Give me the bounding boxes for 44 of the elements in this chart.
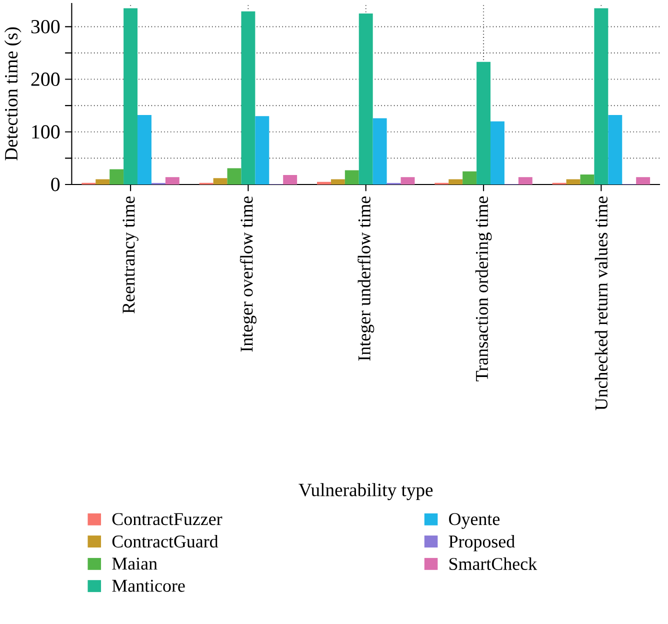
legend-label: Manticore bbox=[112, 580, 185, 592]
bar bbox=[518, 177, 532, 184]
bar bbox=[165, 177, 180, 184]
legend-label: Oyente bbox=[449, 512, 500, 529]
bar bbox=[566, 179, 580, 184]
legend-label: Proposed bbox=[448, 534, 515, 552]
x-tick-label: Integer underflow time bbox=[358, 196, 374, 361]
bar bbox=[358, 13, 373, 184]
bar bbox=[344, 170, 359, 184]
legend-label: Maian bbox=[112, 558, 158, 570]
y-tick-label: 200 bbox=[31, 72, 60, 86]
bar bbox=[124, 8, 138, 184]
bar bbox=[317, 182, 331, 184]
bar bbox=[476, 62, 491, 184]
bar bbox=[636, 177, 650, 184]
y-axis-title: Detection time (s) bbox=[4, 27, 22, 160]
bar bbox=[110, 169, 124, 184]
y-tick-label: 100 bbox=[32, 125, 60, 138]
y-tick-label: 300 bbox=[31, 20, 60, 34]
bar bbox=[283, 174, 298, 184]
y-tick-label: 0 bbox=[51, 178, 60, 192]
bar bbox=[138, 114, 152, 184]
bar bbox=[462, 171, 477, 184]
legend-label: ContractFuzzer bbox=[112, 512, 222, 526]
x-tick-label: Reentrancy time bbox=[122, 196, 138, 314]
bar bbox=[96, 179, 110, 184]
x-axis-title: Vulnerability type bbox=[298, 483, 433, 500]
x-tick-label: Unchecked return values time bbox=[594, 196, 608, 410]
legend-label: SmartCheck bbox=[450, 557, 538, 570]
x-tick-label: Transaction ordering time bbox=[475, 196, 492, 382]
bar bbox=[213, 178, 228, 184]
bar bbox=[490, 121, 504, 184]
bar bbox=[241, 11, 256, 184]
bar bbox=[580, 174, 594, 184]
bar bbox=[227, 168, 242, 184]
legend-label: ContractGuard bbox=[112, 534, 218, 548]
x-tick-label: Integer overflow time bbox=[240, 196, 256, 352]
bar bbox=[330, 179, 345, 184]
bar bbox=[608, 114, 622, 184]
bar bbox=[372, 118, 387, 184]
bar bbox=[594, 8, 608, 184]
bar bbox=[400, 177, 415, 184]
bar bbox=[255, 116, 270, 184]
bar bbox=[448, 179, 463, 184]
